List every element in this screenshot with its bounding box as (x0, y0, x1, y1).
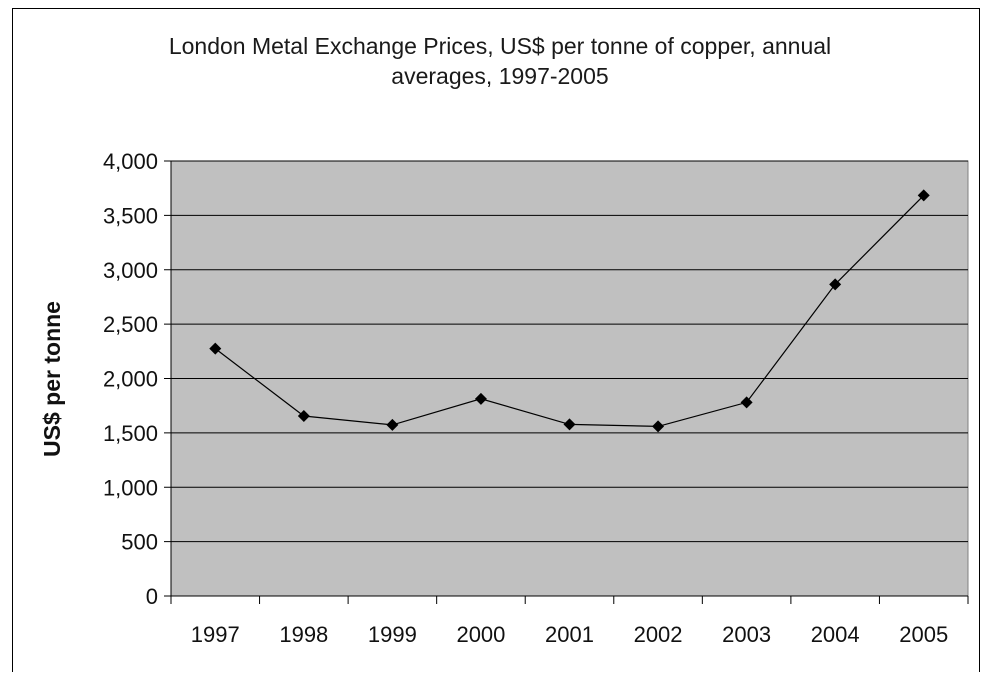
gridlines (171, 160, 968, 543)
data-point-marker (829, 278, 842, 291)
data-point-marker (474, 392, 487, 405)
data-point-marker (209, 342, 222, 355)
x-tick-label: 1999 (368, 622, 417, 647)
y-tick-label: 3,000 (103, 258, 158, 283)
y-tick-label: 3,500 (103, 203, 158, 228)
y-tick-label: 0 (146, 584, 158, 609)
chart: London Metal Exchange Prices, US$ per to… (39, 33, 969, 647)
data-point-marker (297, 410, 310, 423)
y-tick-label: 500 (121, 530, 158, 555)
y-axis-title: US$ per tonne (39, 301, 65, 457)
data-point-marker (917, 189, 930, 202)
chart-title-line-2: averages, 1997-2005 (391, 63, 608, 89)
axes (164, 160, 969, 604)
chart-title-line-1: London Metal Exchange Prices, US$ per to… (169, 33, 831, 59)
y-tick-label: 1,000 (103, 475, 158, 500)
y-tick-label: 2,500 (103, 312, 158, 337)
x-tick-label: 2000 (456, 622, 505, 647)
data-point-marker (563, 418, 576, 431)
data-point-marker (740, 396, 753, 409)
x-tick-label: 2004 (811, 622, 860, 647)
x-tick-labels: 1997 1998 1999 2000 2001 2002 2003 2004 2005 (191, 622, 948, 647)
y-tick-label: 4,000 (103, 149, 158, 174)
x-tick-label: 2005 (899, 622, 948, 647)
data-point-marker (652, 420, 665, 433)
y-tick-label: 1,500 (103, 421, 158, 446)
x-tick-label: 2002 (634, 622, 683, 647)
x-tick-label: 2001 (545, 622, 594, 647)
x-tick-label: 1998 (279, 622, 328, 647)
x-tick-label: 1997 (191, 622, 240, 647)
x-tick-label: 2003 (722, 622, 771, 647)
y-tick-label: 2,000 (103, 367, 158, 392)
data-point-marker (386, 418, 399, 431)
data-markers (209, 189, 930, 433)
chart-frame: London Metal Exchange Prices, US$ per to… (12, 8, 980, 672)
y-tick-labels: 0 500 1,000 1,500 2,000 2,500 3,000 3,500 4,000 (103, 149, 158, 609)
